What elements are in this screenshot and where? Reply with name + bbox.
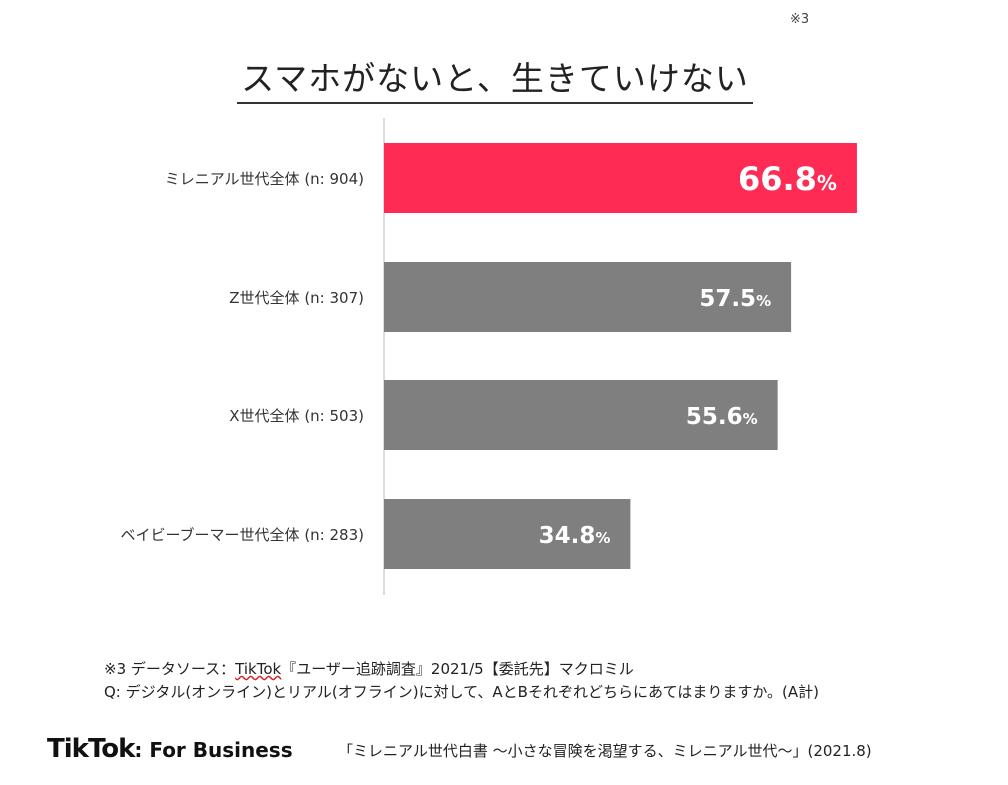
chart-title-text: スマホがないと、生きていけない: [237, 52, 753, 104]
footnote-source-brand: TikTok: [235, 660, 282, 678]
bar-1: [384, 262, 792, 332]
category-label-3: ベイビーブーマー世代全体 (n: 283): [120, 526, 364, 544]
bar-chart: ミレニアル世代全体 (n: 904) 66.8% Z世代全体 (n: 307) 57.…: [120, 118, 857, 595]
bar-2: [384, 380, 778, 450]
chart-title: スマホがないと、生きていけない: [0, 52, 1008, 104]
value-label-3: 34.8%: [539, 523, 611, 549]
bar-3: [384, 499, 631, 569]
footnote-source-prefix: データソース：: [130, 660, 236, 678]
logo-tiktok: TikTok: [47, 734, 135, 764]
footnote-mark: ※3: [104, 660, 127, 678]
bars-group: ミレニアル世代全体 (n: 904) 66.8% Z世代全体 (n: 307) 57.…: [120, 143, 857, 569]
footnote-question: Q: デジタル(オンライン)とリアル(オフライン)に対して、AとBそれぞれどちら…: [104, 683, 820, 701]
tiktok-for-business-logo: TikTok: For Business: [47, 734, 293, 764]
value-label-2: 55.6%: [686, 404, 758, 430]
value-label-0: 66.8%: [738, 160, 837, 198]
logo-for-business: : For Business: [134, 738, 293, 762]
bar-0: [384, 143, 857, 213]
category-label-0: ミレニアル世代全体 (n: 904): [165, 170, 364, 188]
category-label-2: X世代全体 (n: 503): [229, 407, 364, 425]
footnote-source-text: 『ユーザー追跡調査』2021/5【委託先】マクロミル: [281, 660, 634, 678]
category-label-1: Z世代全体 (n: 307): [229, 289, 364, 307]
report-source: 「ミレニアル世代白書 〜小さな冒険を渇望する、ミレニアル世代〜」(2021.8): [338, 742, 872, 760]
title-footnote-mark: ※3: [790, 12, 810, 27]
footnote-data-source: ※3 データソース：TikTok『ユーザー追跡調査』2021/5【委託先】マクロ…: [104, 658, 634, 679]
value-label-1: 57.5%: [699, 286, 771, 312]
